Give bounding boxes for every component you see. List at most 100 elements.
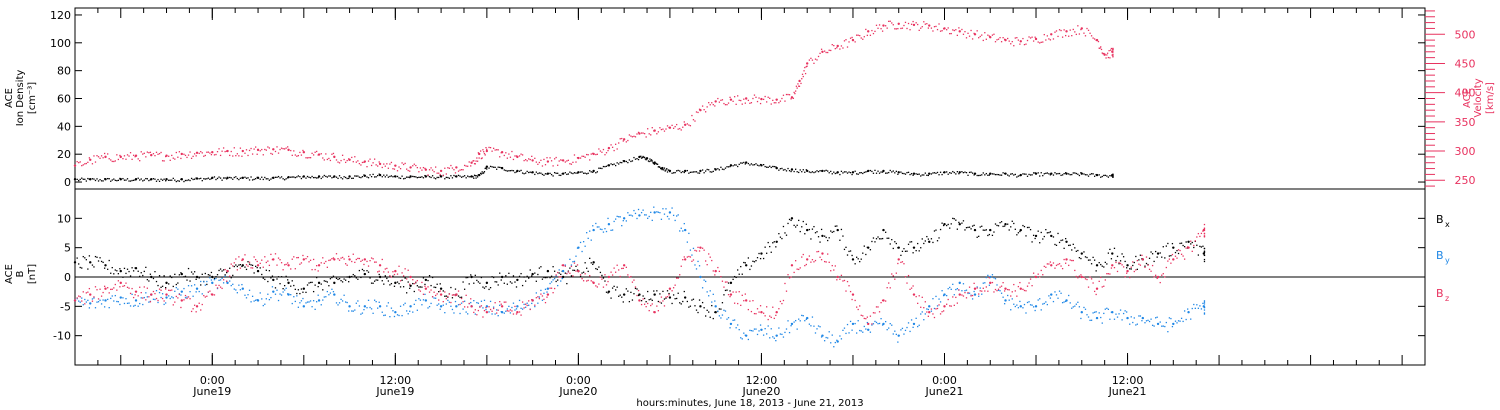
bz-dot: [781, 302, 783, 305]
density-dot: [640, 157, 643, 159]
velocity-dot: [483, 152, 486, 155]
bx-point: [592, 261, 595, 264]
by-dot: [154, 298, 156, 301]
density-dot: [291, 176, 293, 178]
velocity-dot: [499, 156, 501, 158]
velocity-dot: [241, 155, 243, 157]
bz-dot: [956, 302, 958, 304]
bz-dot: [657, 310, 660, 312]
bx-dot: [404, 277, 406, 279]
velocity-dot: [772, 99, 774, 102]
by-dot: [549, 282, 551, 285]
by-dot: [956, 288, 958, 290]
by-dot: [193, 284, 196, 286]
bx-dot: [947, 223, 949, 226]
bx-dot: [268, 270, 271, 272]
density-dot: [956, 171, 958, 173]
velocity-dot: [473, 160, 475, 162]
bx-point: [546, 269, 550, 273]
by-dot: [1019, 300, 1021, 303]
bx-dot: [506, 283, 508, 285]
bz-dot: [297, 256, 300, 259]
bx-dot: [1130, 268, 1132, 270]
velocity-dot: [640, 132, 643, 134]
bz-dot: [727, 293, 730, 296]
bz-dot: [842, 280, 844, 282]
velocity-dot: [488, 146, 490, 149]
by-dot: [1145, 320, 1148, 322]
velocity-dot: [701, 105, 704, 107]
by-dot: [618, 216, 620, 218]
bz-dot: [512, 313, 515, 315]
bz-point: [1156, 275, 1160, 279]
velocity-dot: [486, 148, 488, 151]
bz-dot: [939, 313, 942, 315]
density-dot: [337, 177, 339, 180]
velocity-dot: [648, 133, 650, 135]
bx-dot: [1136, 268, 1138, 270]
by-dot: [192, 295, 194, 297]
bz-point: [73, 299, 77, 302]
velocity-point: [272, 148, 275, 151]
by-point: [317, 299, 321, 302]
density-dot: [865, 171, 867, 173]
velocity-dot: [830, 49, 832, 52]
by-dot: [406, 310, 408, 312]
density-tick-label: 60: [57, 93, 71, 106]
density-dot: [114, 179, 116, 182]
by-dot: [407, 313, 409, 315]
by-dot: [1080, 317, 1082, 320]
density-dot: [796, 171, 798, 173]
velocity-dot: [691, 114, 693, 117]
by-dot: [494, 313, 496, 315]
date-tick-label: June21: [1108, 385, 1147, 398]
bx-dot: [996, 224, 998, 227]
by-dot: [215, 277, 217, 280]
by-dot: [849, 320, 852, 323]
bx-dot: [875, 238, 878, 240]
bz-dot: [885, 300, 887, 302]
velocity-dot: [421, 169, 423, 171]
bz-dot: [296, 257, 298, 259]
bx-dot: [613, 285, 615, 288]
by-point: [439, 305, 443, 308]
density-point: [622, 159, 626, 163]
density-dot: [483, 171, 486, 173]
bz-dot: [448, 293, 451, 295]
by-dot: [737, 324, 739, 326]
by-dot: [820, 336, 823, 338]
by-dot: [1182, 320, 1184, 323]
density-dot: [198, 178, 200, 180]
velocity-dot: [233, 147, 235, 149]
density-dot: [701, 169, 704, 171]
density-dot: [1010, 173, 1012, 175]
density-dot: [1080, 172, 1082, 174]
velocity-dot: [148, 152, 150, 154]
bx-dot: [955, 219, 957, 221]
bx-dot: [473, 282, 475, 284]
by-point: [195, 287, 199, 290]
by-dot: [128, 302, 130, 304]
velocity-dot: [381, 166, 383, 169]
bz-dot: [834, 265, 836, 267]
bx-dot: [1129, 268, 1131, 270]
by-dot: [296, 295, 298, 297]
bx-dot: [755, 259, 757, 262]
bz-dot: [817, 250, 820, 253]
by-dot: [706, 291, 708, 293]
density-dot: [661, 168, 663, 171]
velocity-dot: [114, 160, 116, 162]
velocity-point: [592, 152, 595, 156]
bx-dot: [888, 237, 890, 239]
velocity-dot: [936, 28, 939, 31]
by-dot: [586, 232, 588, 234]
density-point: [348, 175, 351, 178]
velocity-dot: [290, 149, 292, 152]
density-dot: [142, 180, 144, 182]
by-dot: [103, 306, 106, 308]
bz-dot: [482, 316, 484, 318]
by-dot: [691, 254, 693, 256]
by-dot: [459, 312, 461, 315]
density-dot: [232, 178, 234, 180]
